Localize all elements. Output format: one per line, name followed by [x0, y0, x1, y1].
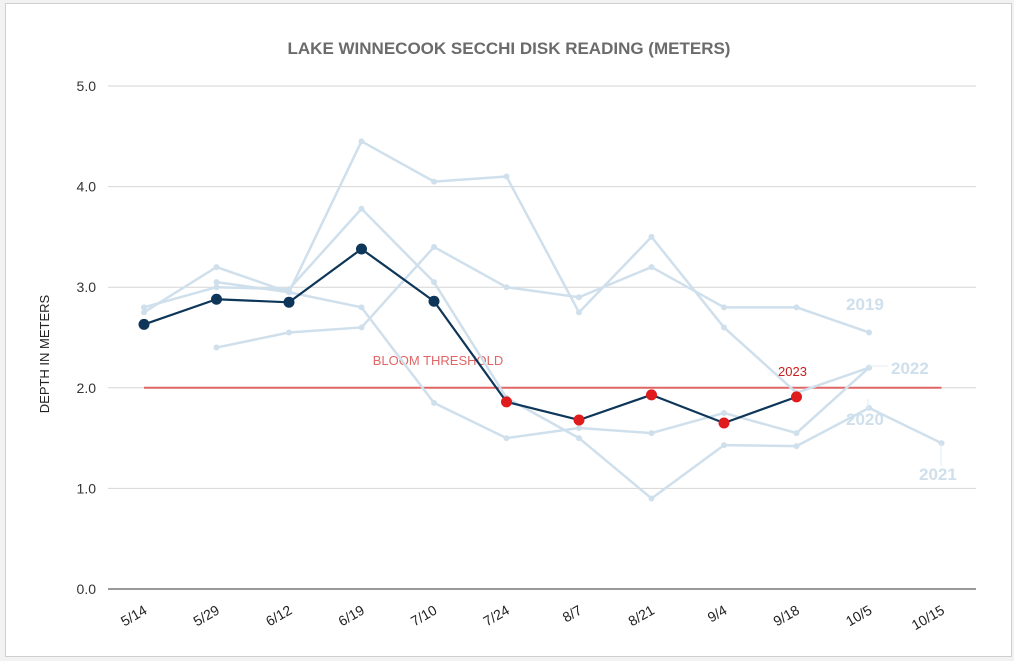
data-point-2023: [501, 396, 512, 408]
series-label-2020: 2020: [846, 410, 884, 429]
y-tick-label: 0.0: [77, 581, 97, 597]
data-point-2021: [648, 264, 655, 271]
x-tick-label: 5/29: [190, 602, 222, 630]
series-label-2023: 2023: [778, 364, 807, 379]
y-tick-label: 2.0: [77, 380, 97, 396]
data-point-2021: [503, 284, 510, 291]
series-label-2021: 2021: [919, 465, 957, 484]
data-point-2023: [791, 391, 802, 403]
data-point-2020: [576, 435, 582, 442]
secchi-line-chart: LAKE WINNECOOK SECCHI DISK READING (METE…: [37, 39, 976, 633]
data-point-2020: [213, 284, 220, 291]
data-point-2023: [138, 318, 150, 330]
series-2023: [138, 243, 802, 429]
series-line-2021: [216, 245, 870, 349]
data-point-2021: [286, 329, 292, 336]
x-tick-label: 6/19: [335, 602, 367, 630]
data-point-2021: [866, 329, 872, 336]
data-point-2021: [431, 243, 437, 250]
data-point-2021: [213, 344, 220, 351]
threshold-layer: BLOOM THRESHOLD: [144, 353, 942, 389]
x-tick-label: 10/15: [909, 602, 948, 633]
data-point-2019: [213, 264, 220, 271]
series-label-2019: 2019: [846, 295, 884, 314]
series-line-2020: [143, 207, 943, 500]
data-point-2023: [428, 295, 440, 307]
chart-title: LAKE WINNECOOK SECCHI DISK READING (METE…: [288, 39, 731, 58]
x-tick-label: 9/18: [770, 602, 802, 630]
x-tick-label: 8/7: [560, 602, 585, 626]
data-point-2019: [648, 233, 655, 240]
data-point-2023: [718, 417, 730, 429]
x-tick-label: 9/4: [705, 602, 730, 626]
x-axis: 5/14 5/29 6/12 6/19 7/10 7/24 8/7 8/21 9/4 9/18 10…: [118, 602, 947, 633]
data-point-2022: [793, 430, 800, 437]
x-tick-label: 10/5: [843, 602, 875, 630]
y-tick-label: 5.0: [77, 78, 97, 94]
data-point-2022: [503, 435, 510, 442]
series-line-2022: [216, 280, 870, 440]
y-tick-label: 4.0: [77, 179, 97, 195]
data-point-2023: [211, 293, 222, 305]
data-point-2020: [141, 304, 147, 311]
data-point-2022: [431, 399, 437, 406]
data-point-2019: [431, 178, 437, 185]
series-2019: [141, 138, 872, 396]
data-point-2019: [141, 309, 147, 316]
series-2020: [141, 205, 945, 502]
data-point-2022: [721, 409, 727, 416]
series-2022: [213, 279, 872, 442]
x-tick-label: 6/12: [263, 602, 295, 630]
data-point-2020: [721, 442, 727, 449]
data-point-2020: [286, 286, 292, 293]
data-point-2023: [283, 296, 295, 308]
data-point-2022: [213, 279, 220, 286]
data-point-2019: [576, 309, 582, 316]
x-tick-label: 8/21: [625, 602, 657, 630]
data-point-2023: [573, 414, 585, 426]
series-2021: [213, 243, 872, 351]
data-point-2021: [576, 294, 582, 301]
data-point-2022: [576, 425, 582, 432]
data-point-2021: [793, 304, 800, 311]
data-point-2021: [721, 304, 727, 311]
data-point-2020: [358, 205, 365, 212]
data-point-2023: [356, 243, 367, 255]
data-point-2022: [358, 304, 365, 311]
data-point-2019: [721, 324, 727, 331]
x-tick-label: 7/24: [480, 602, 512, 630]
series-label-layer: 2019 2022 2020 2021 2023: [778, 295, 957, 484]
data-point-2022: [648, 430, 655, 437]
y-axis-label: DEPTH IN METERS: [37, 294, 52, 413]
data-point-2020: [938, 440, 945, 447]
series-line-2023: [143, 247, 797, 425]
data-point-2020: [648, 495, 655, 502]
data-point-2019: [358, 138, 365, 145]
data-point-2020: [431, 279, 437, 286]
y-tick-label: 3.0: [77, 279, 97, 295]
grid-layer: 0.0 1.0 2.0 3.0 4.0 5.0: [77, 78, 976, 597]
y-tick-label: 1.0: [77, 480, 97, 496]
series-layer: [138, 138, 945, 502]
x-tick-label: 7/10: [408, 602, 440, 630]
data-point-2021: [358, 324, 365, 331]
x-tick-label: 5/14: [118, 602, 150, 630]
chart-card: LAKE WINNECOOK SECCHI DISK READING (METE…: [5, 3, 1012, 657]
data-point-2023: [646, 389, 657, 401]
data-point-2020: [793, 443, 800, 450]
series-label-2022: 2022: [891, 359, 929, 378]
data-point-2019: [503, 173, 510, 180]
